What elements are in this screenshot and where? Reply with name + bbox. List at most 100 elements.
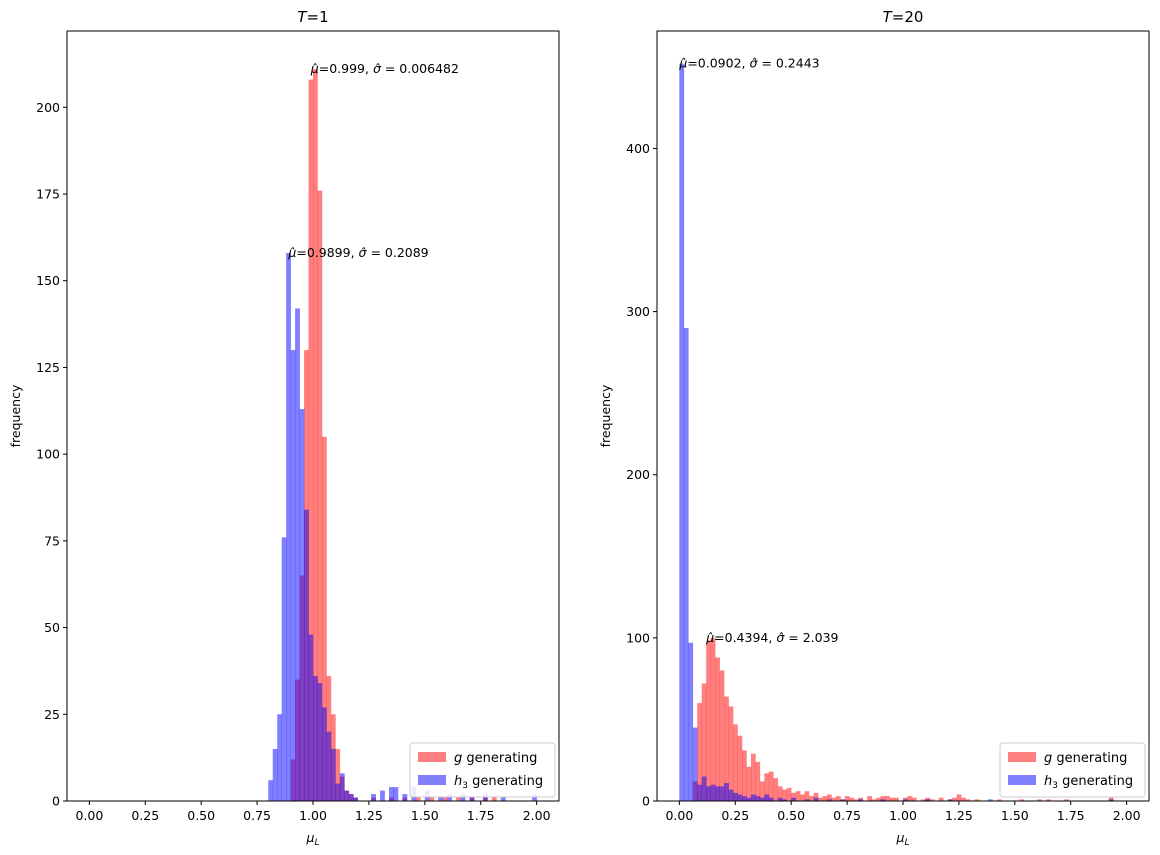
legend-entry-subscript: 3 [1052, 781, 1058, 791]
x-axis-label-subscript: L [904, 838, 909, 848]
annotation-equals: = [687, 56, 697, 71]
histogram-bar [295, 308, 300, 801]
histogram-bar [764, 773, 770, 801]
histogram-bar [987, 799, 993, 801]
histogram-bar [268, 780, 274, 801]
histogram-bar [965, 799, 971, 801]
y-tick-label: 300 [626, 304, 650, 319]
histogram-bar [996, 799, 1002, 801]
legend-swatch [1008, 752, 1036, 762]
histogram-bar [460, 794, 466, 801]
histogram-bar [755, 761, 761, 801]
annotation-mu-value: 0.9899 [307, 245, 351, 260]
histogram-bar [339, 773, 345, 801]
histogram-bar [728, 706, 734, 801]
histogram-bar [853, 799, 859, 801]
histogram-bar [281, 537, 287, 801]
annotation-equals: = [381, 61, 399, 76]
histogram-bar [290, 350, 296, 801]
histogram-bar [679, 63, 685, 801]
histogram-bar [750, 794, 756, 801]
annotation-mean-std: μ̂=0.999, σ̂ = 0.006482 [310, 61, 459, 76]
legend: g generating h3 generating [409, 742, 556, 798]
histogram-bar [469, 797, 475, 801]
legend-entry-variable: g [1044, 751, 1052, 766]
histogram-bar [858, 799, 864, 801]
annotation-equals: = [366, 245, 384, 260]
annotation-mu-symbol: μ̂ [287, 245, 296, 260]
histogram-bar [697, 784, 703, 801]
legend-box [999, 742, 1146, 798]
legend-entry-variable: h [454, 774, 462, 789]
annotation-mu-symbol: μ̂ [678, 56, 687, 71]
annotation-equals: = [714, 630, 724, 645]
title-value: =20 [892, 8, 924, 26]
x-tick-label: 0.75 [243, 808, 271, 823]
histogram-bar [871, 799, 877, 801]
histogram-bar [286, 252, 291, 802]
x-tick-label: 0.50 [187, 808, 215, 823]
legend-box [409, 742, 556, 798]
histogram-bar [768, 797, 774, 801]
legend-swatch [418, 752, 446, 762]
histogram-bar [456, 797, 461, 801]
histogram-bar [925, 799, 931, 801]
legend-entry: g generating [454, 751, 537, 766]
x-tick-label: 1.25 [945, 808, 973, 823]
histogram-bar [920, 799, 926, 801]
x-axis-label: μL [896, 830, 910, 848]
histogram-bar [1108, 799, 1114, 801]
histogram-bar [894, 797, 899, 801]
histogram-bar [889, 797, 895, 801]
histogram-bar [741, 750, 747, 801]
histogram-bar [701, 683, 707, 801]
x-axis-label-symbol: μ [306, 830, 315, 845]
histogram-bar [773, 778, 779, 801]
histogram-bar [353, 797, 359, 801]
histogram-bar [746, 766, 752, 801]
annotation-mu-value: 0.999 [329, 61, 365, 76]
legend-entry-label: generating [462, 751, 537, 766]
histogram-bar [885, 796, 890, 801]
histogram-bar [317, 190, 323, 802]
annotation-mu-value: 0.4394 [725, 630, 769, 645]
histogram-bar [371, 794, 376, 801]
histogram-bar [876, 797, 881, 801]
histogram-bar [782, 789, 788, 801]
histogram-bar [688, 642, 694, 801]
histogram-bar [491, 797, 497, 801]
y-tick-label: 175 [36, 187, 60, 202]
annotation-equals: = [757, 56, 775, 71]
annotation-sigma-value: 0.2443 [776, 56, 820, 71]
x-tick-label: 1.75 [1057, 808, 1085, 823]
histogram-bar [335, 748, 341, 801]
histogram-bar [907, 796, 913, 801]
legend-swatch [418, 775, 446, 785]
annotation-sigma-value: 0.006482 [399, 61, 459, 76]
histogram-bar [961, 797, 966, 801]
y-tick-label: 100 [626, 630, 650, 645]
annotation-separator: , [365, 61, 373, 76]
histogram-bar [429, 797, 435, 801]
histogram-bar [809, 796, 814, 801]
histogram-bar [272, 748, 278, 801]
legend-entry-subscript: 3 [462, 781, 468, 791]
y-tick-label: 25 [44, 707, 60, 722]
histogram-bar [849, 797, 855, 801]
histogram-bar [746, 797, 752, 801]
histogram-bar [1037, 799, 1042, 801]
x-axis-label-symbol: μ [896, 830, 905, 845]
legend-entry: h3 generating [1044, 774, 1133, 791]
legend-entry-label: generating [1058, 774, 1133, 789]
histogram-bar [880, 796, 886, 801]
histogram-bar [304, 509, 309, 801]
histogram-bar [447, 794, 452, 801]
histogram-bar [733, 792, 738, 801]
histogram-bar [277, 714, 282, 801]
histogram-bar [755, 796, 761, 801]
histogram-bar [777, 797, 783, 801]
histogram-bar [974, 799, 980, 801]
histogram-bar [317, 683, 323, 801]
x-tick-label: 2.00 [523, 808, 551, 823]
